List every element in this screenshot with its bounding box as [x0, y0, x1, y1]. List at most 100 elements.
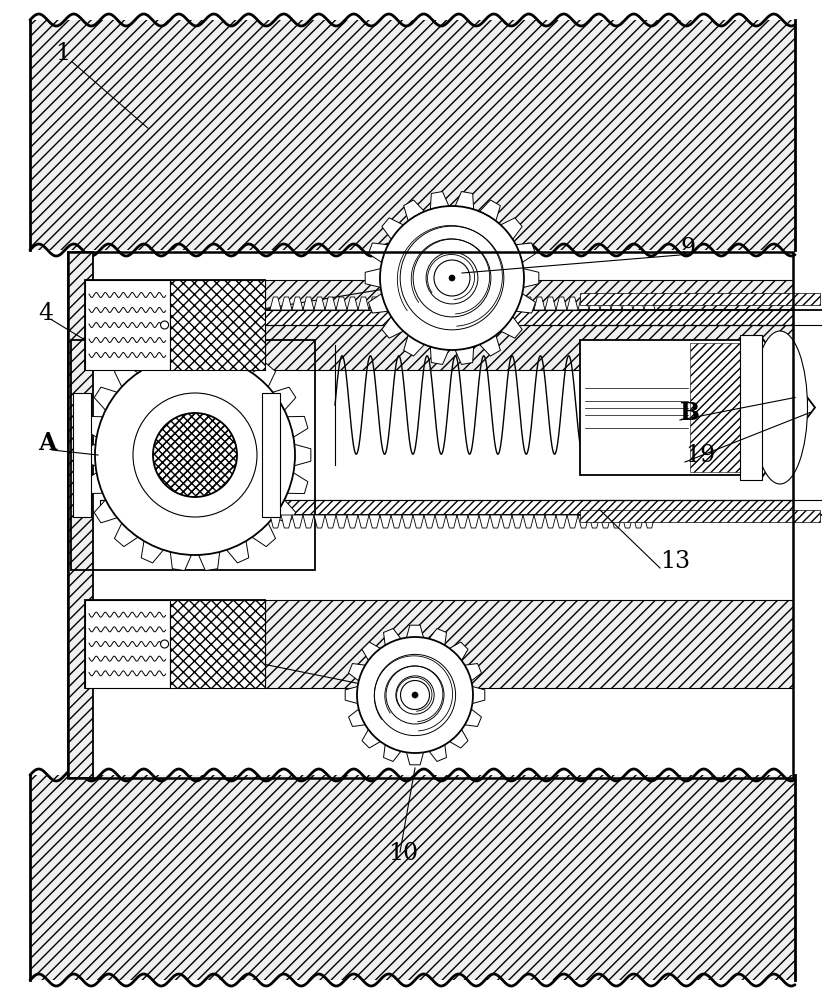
Polygon shape	[545, 297, 556, 310]
Polygon shape	[82, 416, 103, 437]
Polygon shape	[336, 297, 347, 310]
Polygon shape	[490, 515, 501, 528]
Polygon shape	[402, 515, 413, 528]
Bar	[71, 340, 315, 570]
Bar	[85, 280, 265, 370]
Polygon shape	[431, 347, 449, 364]
Bar	[265, 280, 793, 370]
Polygon shape	[227, 347, 249, 369]
Polygon shape	[512, 515, 523, 528]
Polygon shape	[369, 515, 380, 528]
Polygon shape	[431, 192, 449, 209]
Polygon shape	[501, 297, 512, 310]
Polygon shape	[281, 515, 292, 528]
Polygon shape	[336, 515, 347, 528]
Polygon shape	[362, 730, 381, 748]
Polygon shape	[303, 515, 314, 528]
Polygon shape	[600, 297, 611, 310]
Polygon shape	[252, 523, 275, 547]
Polygon shape	[468, 515, 479, 528]
Text: B: B	[680, 401, 700, 425]
Bar	[68, 252, 793, 778]
Polygon shape	[622, 297, 633, 310]
Polygon shape	[501, 317, 522, 338]
Circle shape	[357, 637, 473, 753]
Polygon shape	[589, 515, 600, 528]
Polygon shape	[347, 297, 358, 310]
Polygon shape	[479, 297, 490, 310]
Circle shape	[153, 413, 237, 497]
Bar	[73, 393, 91, 517]
Circle shape	[95, 355, 295, 555]
Circle shape	[412, 692, 418, 698]
Polygon shape	[170, 552, 192, 571]
Polygon shape	[358, 297, 369, 310]
Polygon shape	[516, 294, 535, 313]
Polygon shape	[325, 297, 336, 310]
Polygon shape	[365, 269, 381, 287]
Bar	[740, 335, 762, 480]
Polygon shape	[644, 297, 655, 310]
Polygon shape	[479, 515, 490, 528]
Polygon shape	[347, 515, 358, 528]
Polygon shape	[567, 297, 578, 310]
Text: A: A	[38, 431, 57, 455]
Polygon shape	[545, 515, 556, 528]
Polygon shape	[450, 730, 468, 748]
Polygon shape	[516, 243, 535, 262]
Polygon shape	[345, 686, 358, 704]
Polygon shape	[429, 629, 446, 645]
Polygon shape	[141, 347, 164, 369]
Ellipse shape	[752, 331, 807, 484]
Polygon shape	[79, 444, 95, 466]
Polygon shape	[314, 297, 325, 310]
Polygon shape	[362, 642, 381, 660]
Text: 4: 4	[38, 302, 53, 325]
Polygon shape	[252, 363, 275, 387]
Polygon shape	[479, 335, 501, 356]
Polygon shape	[95, 387, 118, 410]
Polygon shape	[534, 297, 545, 310]
Bar	[68, 252, 93, 778]
Polygon shape	[270, 297, 281, 310]
Polygon shape	[382, 317, 404, 338]
Polygon shape	[288, 473, 308, 494]
Polygon shape	[567, 515, 578, 528]
Circle shape	[449, 275, 455, 281]
Polygon shape	[380, 515, 391, 528]
Polygon shape	[457, 297, 468, 310]
Circle shape	[160, 321, 169, 329]
Polygon shape	[446, 297, 457, 310]
Bar	[580, 510, 820, 522]
Polygon shape	[490, 297, 501, 310]
Polygon shape	[611, 297, 622, 310]
Polygon shape	[455, 192, 473, 209]
Bar	[85, 600, 265, 688]
Polygon shape	[270, 515, 281, 528]
Polygon shape	[468, 297, 479, 310]
Polygon shape	[384, 629, 401, 645]
Bar	[85, 280, 169, 370]
Text: 1: 1	[55, 42, 70, 65]
Polygon shape	[349, 709, 365, 726]
Bar	[30, 775, 795, 980]
Polygon shape	[281, 297, 292, 310]
Polygon shape	[227, 541, 249, 563]
Polygon shape	[512, 297, 523, 310]
Polygon shape	[369, 297, 380, 310]
Polygon shape	[413, 515, 424, 528]
Text: 19: 19	[685, 444, 715, 467]
Text: 9: 9	[680, 237, 695, 260]
Polygon shape	[501, 218, 522, 239]
Polygon shape	[578, 297, 589, 310]
Polygon shape	[288, 416, 308, 437]
Bar	[169, 600, 265, 688]
Polygon shape	[407, 752, 423, 765]
Bar	[100, 500, 793, 515]
Polygon shape	[622, 515, 633, 528]
Polygon shape	[349, 664, 365, 681]
Bar	[580, 340, 760, 475]
Polygon shape	[479, 200, 501, 221]
Bar	[100, 310, 793, 325]
Polygon shape	[534, 515, 545, 528]
